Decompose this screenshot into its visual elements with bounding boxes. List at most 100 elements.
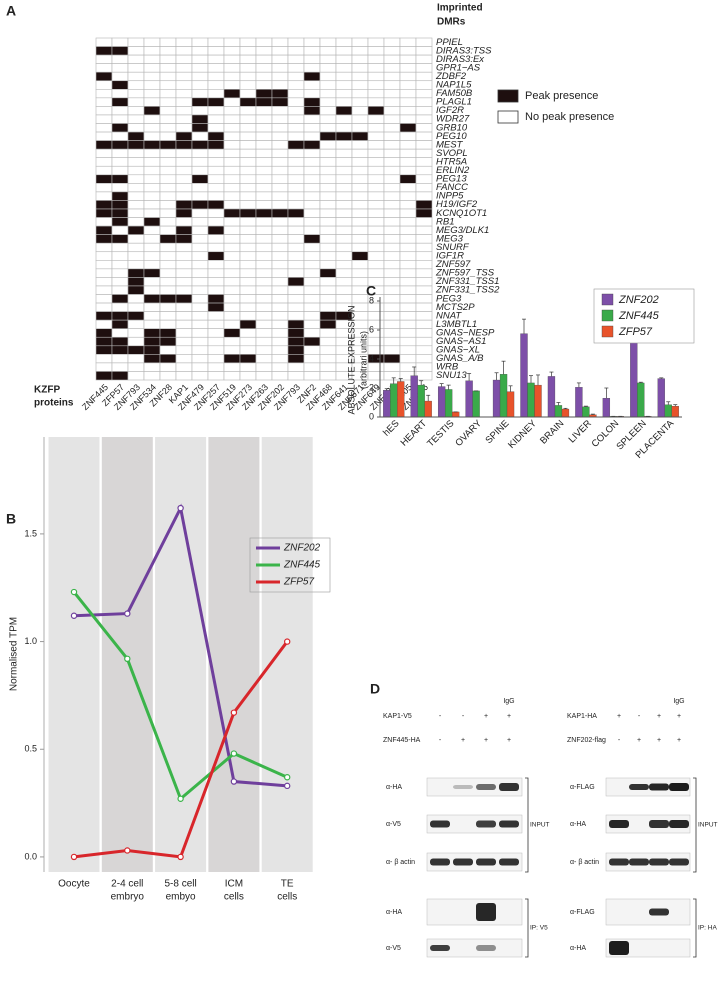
heatmap-cell (351, 148, 369, 158)
error-bar (536, 374, 540, 386)
bar (424, 400, 432, 418)
error-bar (590, 413, 595, 415)
blot-band (609, 820, 629, 828)
heatmap-cell (159, 63, 177, 73)
row-label: ZDBF2 (435, 71, 467, 82)
heatmap-cell (191, 80, 209, 90)
error-bar (673, 404, 678, 407)
heatmap-cell (239, 165, 257, 176)
heatmap-cell (367, 225, 385, 235)
heatmap-cell (143, 371, 161, 381)
heatmap-cell (287, 191, 305, 201)
heatmap-cell (319, 63, 337, 73)
heatmap-cell (287, 285, 305, 295)
heatmap-cell (399, 89, 417, 99)
heatmap-cell (95, 114, 113, 124)
heatmap-cell (95, 234, 113, 244)
heatmap-cell (159, 200, 177, 210)
heatmap-cell (383, 251, 401, 261)
blot-band (476, 945, 496, 951)
heatmap-cell (303, 37, 321, 47)
heatmap-cell (335, 285, 353, 295)
heatmap-cell (111, 63, 129, 73)
heatmap-cell (191, 106, 209, 116)
x-tick-label: hES (381, 418, 401, 438)
heatmap-cell (415, 89, 433, 99)
heatmap-cell (287, 165, 305, 176)
point (124, 610, 131, 617)
row-label: RB1 (436, 216, 454, 227)
heatmap-cell (127, 208, 145, 218)
bar (534, 384, 542, 418)
heatmap-cell (143, 106, 161, 116)
heatmap-cell (191, 234, 209, 244)
heatmap-cell (335, 251, 353, 261)
heatmap-cell (239, 191, 257, 201)
heatmap-cell (351, 200, 369, 210)
heatmap-cell (127, 63, 145, 73)
heatmap-cell (255, 328, 273, 338)
blot-band (499, 820, 519, 828)
heatmap-cell (351, 183, 369, 193)
heatmap-cell (111, 294, 129, 304)
heatmap-cell (95, 148, 113, 158)
error-bar (563, 407, 568, 410)
heatmap-cell (127, 285, 145, 295)
heatmap-cell (159, 140, 177, 150)
heatmap-cell (143, 277, 161, 287)
heatmap-cell (303, 277, 321, 287)
condition-sign: + (677, 737, 681, 744)
heatmap-cell (383, 200, 401, 210)
heatmap-cell (143, 46, 161, 56)
heatmap-cell (303, 174, 321, 184)
point (177, 504, 184, 512)
heatmap-cell (191, 371, 209, 381)
heatmap-cell (351, 157, 369, 167)
heatmap-cell (303, 157, 321, 167)
heatmap-cell (207, 234, 225, 244)
heatmap-cell (351, 208, 369, 218)
heatmap-cell (191, 174, 209, 184)
heatmap-cell (399, 311, 417, 321)
heatmap-cell (95, 157, 113, 167)
heatmap-cell (255, 225, 273, 235)
heatmap-cell (127, 302, 145, 312)
heatmap-cell (287, 123, 305, 133)
heatmap-cell (303, 336, 321, 347)
heatmap-cell (383, 336, 401, 347)
heatmap-cell (255, 191, 273, 201)
heatmap-cell (127, 268, 145, 278)
heatmap-cell (255, 277, 273, 287)
bar (451, 411, 460, 418)
heatmap-cell (223, 200, 241, 210)
heatmap-cell (95, 106, 113, 116)
heatmap-cell (159, 234, 177, 244)
x-tick-label: ICM (225, 879, 243, 890)
heatmap-cell (143, 183, 161, 193)
heatmap-cell (239, 46, 257, 56)
heatmap-cell (191, 362, 209, 372)
heatmap-cell (95, 165, 113, 176)
row-label: DIRAS3:Ex (436, 54, 485, 65)
heatmap-cell (175, 148, 193, 158)
heatmap-cell (255, 106, 273, 116)
heatmap-cell (95, 362, 113, 372)
bar (492, 379, 501, 418)
heatmap-cell (175, 80, 193, 90)
heatmap-cell (303, 259, 321, 270)
heatmap-cell (143, 285, 161, 295)
row-label: WRB (436, 362, 459, 373)
heatmap-cell (271, 234, 289, 244)
heatmap-cell (223, 225, 241, 235)
heatmap-cell (223, 371, 241, 381)
heatmap-cell (239, 157, 257, 167)
heatmap-cell (351, 259, 369, 270)
heatmap-cell (223, 148, 241, 158)
heatmap-cell (383, 123, 401, 133)
heatmap-cell (303, 362, 321, 372)
heatmap-cell (415, 277, 433, 287)
heatmap-cell (159, 191, 177, 201)
heatmap-cell (95, 217, 113, 227)
heatmap-cell (271, 114, 289, 124)
heatmap-cell (95, 97, 113, 107)
